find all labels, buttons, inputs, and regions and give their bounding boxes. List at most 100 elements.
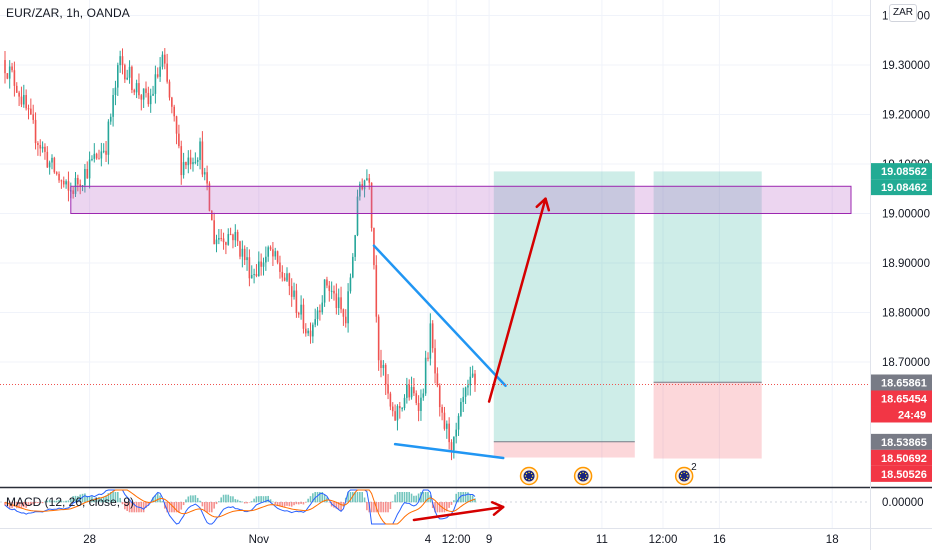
macd-histogram-bar xyxy=(168,502,171,513)
candle-body xyxy=(4,60,6,74)
candle-body xyxy=(95,153,98,159)
macd-histogram-bar xyxy=(105,495,107,503)
candle-body xyxy=(218,237,220,240)
macd-histogram-bar xyxy=(62,501,65,503)
candle-body xyxy=(196,160,199,162)
macd-histogram-bar xyxy=(415,495,418,503)
macd-line xyxy=(4,489,476,525)
macd-histogram-bar xyxy=(41,502,44,504)
long-position-2-target-zone xyxy=(653,171,762,383)
macd-histogram-bar xyxy=(203,502,206,512)
event-flag-star xyxy=(685,472,688,475)
macd-histogram-bar xyxy=(229,496,232,503)
macd-histogram-bar xyxy=(434,502,436,513)
macd-histogram-bar xyxy=(436,502,439,513)
macd-histogram-bar xyxy=(206,502,208,513)
macd-histogram-bar xyxy=(370,502,373,513)
macd-histogram-bar xyxy=(152,497,154,503)
time-tick-label: 11 xyxy=(596,534,608,546)
candle-body xyxy=(149,95,152,105)
price-tick-label: 18.70000 xyxy=(882,357,930,369)
price-tag: 18.65454 xyxy=(871,390,932,407)
candle-body xyxy=(199,141,201,161)
event-flag-star xyxy=(586,475,588,477)
signal-line xyxy=(4,489,476,525)
price-tick-label: 19.00000 xyxy=(882,209,930,221)
macd-histogram-bar xyxy=(316,492,319,503)
macd-histogram-bar xyxy=(258,496,260,503)
candle-body xyxy=(455,429,457,437)
macd-histogram-bar xyxy=(422,492,425,503)
macd-title[interactable]: MACD (12, 26, close, 9) xyxy=(6,495,135,509)
candle-body xyxy=(109,116,112,122)
time-tick-label: 12:00 xyxy=(649,534,678,546)
macd-histogram-bar xyxy=(288,502,291,507)
macd-histogram-bar xyxy=(453,500,455,503)
macd-histogram-bar xyxy=(455,493,457,503)
macd-histogram-bar xyxy=(175,502,178,513)
candle-body xyxy=(469,376,472,386)
candle-body xyxy=(337,297,340,308)
currency-badge[interactable]: ZAR xyxy=(889,4,917,22)
macd-histogram-bar xyxy=(382,502,385,513)
macd-histogram-bar xyxy=(366,502,368,511)
candle-body xyxy=(44,146,46,152)
candle-body xyxy=(276,251,279,263)
price-tag-bg xyxy=(871,465,932,482)
event-flag-star xyxy=(679,475,682,477)
candle-body xyxy=(178,133,180,147)
candle-body xyxy=(138,83,140,96)
macd-histogram-bar xyxy=(276,502,279,506)
candle-body xyxy=(448,423,450,443)
candle-body xyxy=(166,63,168,82)
macd-histogram-bar xyxy=(297,502,300,505)
macd-histogram-bar xyxy=(8,502,11,509)
candle-body xyxy=(420,397,422,411)
time-tick-label: 16 xyxy=(713,534,726,546)
price-tick-label: 18.80000 xyxy=(882,308,930,320)
candle-body xyxy=(239,241,241,257)
macd-histogram-bar xyxy=(307,498,309,503)
macd-histogram-bar xyxy=(211,502,213,513)
price-tag-label: 19.08462 xyxy=(881,182,927,194)
candle-body xyxy=(208,183,211,211)
candle-body xyxy=(450,442,453,451)
macd-histogram-bar xyxy=(410,493,413,503)
macd-histogram-bar xyxy=(305,502,307,503)
macd-histogram-bar xyxy=(246,502,248,504)
macd-histogram-bar xyxy=(312,493,314,503)
candle-body xyxy=(220,237,222,239)
macd-histogram-bar xyxy=(236,499,239,503)
candle-body xyxy=(203,172,206,175)
candle-body xyxy=(6,73,9,79)
macd-histogram-bar xyxy=(396,492,399,503)
candle-body xyxy=(119,56,121,66)
candle-body xyxy=(234,231,237,241)
symbol-title[interactable]: EUR/ZAR, 1h, OANDA xyxy=(6,6,130,20)
macd-histogram-bar xyxy=(180,502,183,510)
macd-histogram-bar xyxy=(4,502,6,506)
macd-histogram-bar xyxy=(88,496,91,503)
candle-body xyxy=(253,274,255,276)
candle-body xyxy=(187,157,190,166)
macd-histogram-bar xyxy=(260,496,262,503)
candle-body xyxy=(34,119,37,144)
candle-body xyxy=(384,364,387,385)
macd-histogram-bar xyxy=(126,502,128,511)
macd-histogram-bar xyxy=(274,502,277,505)
candle-body xyxy=(128,66,131,78)
price-tag-label: 18.65454 xyxy=(881,393,928,405)
candle-body xyxy=(290,286,293,297)
candle-body xyxy=(159,66,161,77)
candle-body xyxy=(286,273,288,281)
candle-body xyxy=(164,54,166,64)
macd-histogram-bar xyxy=(44,501,46,503)
candle-body xyxy=(215,239,218,245)
candle-body xyxy=(471,373,474,377)
macd-histogram-bar xyxy=(234,499,237,503)
price-tag-bg xyxy=(871,163,932,180)
macd-histogram-bar xyxy=(6,502,9,508)
candle-body xyxy=(464,387,467,397)
candle-body xyxy=(431,323,434,349)
